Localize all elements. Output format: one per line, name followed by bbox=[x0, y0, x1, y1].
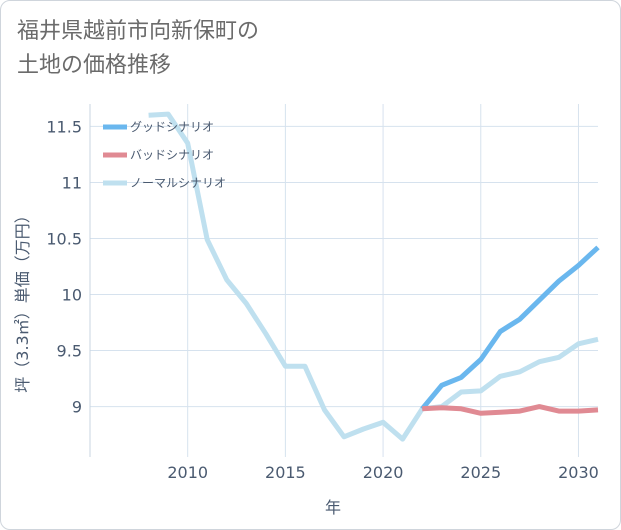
y-axis-label: 坪（3.3㎡）単価（万円） bbox=[13, 207, 32, 392]
x-tick-label: 2010 bbox=[167, 463, 208, 482]
chart-title-line-1: 福井県越前市向新保町の bbox=[17, 19, 260, 44]
series-lines bbox=[148, 111, 600, 442]
series-line-2 bbox=[148, 111, 599, 442]
y-tick-label: 10 bbox=[62, 286, 82, 305]
x-axis-label: 年 bbox=[325, 498, 341, 517]
y-tick-label: 11 bbox=[62, 173, 82, 192]
x-tick-label: 2030 bbox=[558, 463, 599, 482]
grid bbox=[89, 104, 598, 457]
series-line-0 bbox=[420, 245, 600, 411]
y-tick-label: 9 bbox=[72, 398, 82, 417]
legend-label: ノーマルシナリオ bbox=[130, 176, 226, 190]
x-tick-label: 2025 bbox=[460, 463, 501, 482]
legend-label: バッドシナリオ bbox=[130, 148, 214, 162]
x-tick-label: 2020 bbox=[363, 463, 404, 482]
y-tick-label: 11.5 bbox=[46, 117, 82, 136]
x-tick-label: 2015 bbox=[265, 463, 306, 482]
chart-title: 福井県越前市向新保町の 土地の価格推移 bbox=[17, 15, 259, 83]
legend-label: グッドシナリオ bbox=[130, 120, 214, 134]
x-axis-ticks: 2010 2015 2020 2025 2030 bbox=[167, 463, 598, 482]
y-axis-ticks: 9 9.5 10 10.5 11 11.5 bbox=[46, 117, 82, 416]
chart-title-line-2: 土地の価格推移 bbox=[17, 53, 172, 78]
y-tick-label: 10.5 bbox=[46, 229, 82, 248]
series-line-1 bbox=[422, 404, 599, 416]
y-tick-label: 9.5 bbox=[57, 342, 82, 361]
